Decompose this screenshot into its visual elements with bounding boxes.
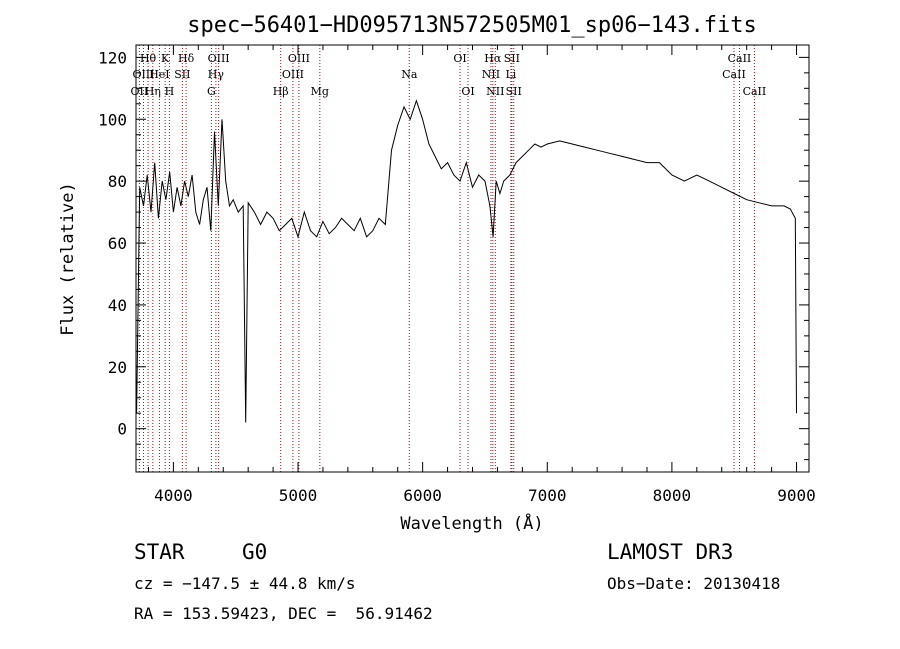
line-id-markers: OII Hθ OIII Hη HeI K H SII Hδ G Hγ OIII Hβ OIII OIII Mg… xyxy=(131,45,767,472)
line-label-13: OIII xyxy=(282,68,304,81)
line-label-2: OIII xyxy=(132,68,154,81)
y-axis-ticks: 0 20 40 60 80 100 120 xyxy=(98,48,809,461)
spectrum-line-0 xyxy=(136,99,797,423)
chart-title: spec−56401−HD095713N572505M01_sp06−143.f… xyxy=(187,13,757,38)
line-label-8: Hδ xyxy=(178,52,195,65)
line-label-25: CaII xyxy=(722,68,746,81)
line-label-27: CaII xyxy=(743,85,767,98)
line-label-14: OIII xyxy=(288,52,310,65)
line-label-17: OI xyxy=(453,52,466,65)
x-tick-label-4: 8000 xyxy=(653,486,692,505)
line-label-16: Na xyxy=(401,68,418,81)
x-tick-label-5: 9000 xyxy=(777,486,816,505)
survey-name: LAMOST DR3 xyxy=(607,540,734,564)
redshift-velocity: cz = −147.5 ± 44.8 km/s xyxy=(134,574,356,593)
line-label-23: SII xyxy=(504,52,520,65)
line-label-4: HeI xyxy=(149,68,169,81)
line-label-22: Li xyxy=(505,68,516,81)
line-label-6: H xyxy=(165,85,175,98)
y-tick-label-3: 60 xyxy=(108,234,127,253)
line-label-19: NII xyxy=(482,68,500,81)
plot-frame xyxy=(135,44,810,473)
x-tick-label-0: 4000 xyxy=(154,486,193,505)
y-tick-label-4: 80 xyxy=(108,172,127,191)
coordinates: RA = 153.59423, DEC = 56.91462 xyxy=(134,604,433,623)
line-label-21: NII xyxy=(486,85,504,98)
line-label-18: OI xyxy=(461,85,474,98)
line-label-15: Mg xyxy=(311,85,329,98)
y-tick-label-5: 100 xyxy=(98,110,127,129)
y-tick-label-0: 0 xyxy=(117,420,127,439)
x-axis-label: Wavelength (Å) xyxy=(400,512,543,534)
object-class: STAR xyxy=(134,540,185,564)
object-subclass: G0 xyxy=(242,540,268,564)
line-label-0: OII xyxy=(131,85,149,98)
line-label-24: SII xyxy=(506,85,522,98)
x-tick-label-3: 7000 xyxy=(528,486,567,505)
x-tick-label-2: 6000 xyxy=(403,486,442,505)
line-label-9: G xyxy=(207,85,216,98)
line-label-3: Hη xyxy=(145,85,161,98)
y-axis-label: Flux (relative) xyxy=(58,182,78,336)
line-label-1: Hθ xyxy=(140,52,157,65)
line-label-12: Hβ xyxy=(273,85,289,98)
line-label-7: SII xyxy=(174,68,190,81)
spectrum-series xyxy=(136,99,797,423)
line-label-10: Hγ xyxy=(208,68,225,81)
y-tick-label-1: 20 xyxy=(108,358,127,377)
x-tick-label-1: 5000 xyxy=(279,486,318,505)
observation-date: Obs−Date: 20130418 xyxy=(607,574,781,593)
y-tick-label-2: 40 xyxy=(108,296,127,315)
y-tick-label-6: 120 xyxy=(98,48,127,67)
line-label-26: CaII xyxy=(728,52,752,65)
line-label-5: K xyxy=(161,52,170,65)
line-label-11: OIII xyxy=(208,52,230,65)
x-axis-ticks: 4000 5000 6000 7000 8000 9000 xyxy=(147,45,816,505)
line-label-20: Hα xyxy=(484,52,502,65)
